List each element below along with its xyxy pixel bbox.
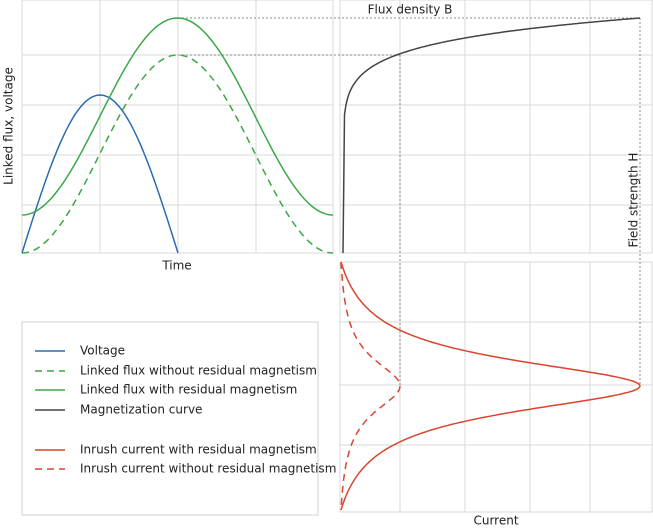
grid-lines (340, 262, 652, 512)
legend-box (21, 321, 319, 516)
legend-label: Linked flux without residual magnetism (80, 364, 317, 378)
voltage-curve (21, 94, 179, 254)
panel-frame (339, 261, 653, 513)
y-axis-label: Linked flux, voltage (2, 67, 16, 185)
grid-lines (22, 0, 333, 253)
panel-frame (339, 0, 653, 254)
legend-label: Inrush current with residual magnetism (80, 443, 317, 457)
current-curve (340, 261, 401, 511)
field-strength-label: Field strength H (627, 153, 641, 248)
flux-curve (21, 17, 334, 216)
flux-curve (21, 54, 334, 254)
x-axis-label: Time (161, 259, 191, 273)
magnetization-curve (342, 17, 641, 254)
current-curve (340, 261, 641, 511)
legend-label: Linked flux with residual magnetism (80, 383, 297, 397)
flux-density-label: Flux density B (368, 3, 453, 17)
legend-label: Inrush current without residual magnetis… (80, 462, 336, 476)
legend: Voltage Linked flux without residual magn… (35, 344, 336, 476)
grid-lines (340, 0, 652, 253)
x-axis-label: Current (473, 514, 518, 528)
legend-label: Magnetization curve (80, 403, 202, 417)
legend-label: Voltage (80, 344, 125, 358)
curves (21, 17, 641, 511)
